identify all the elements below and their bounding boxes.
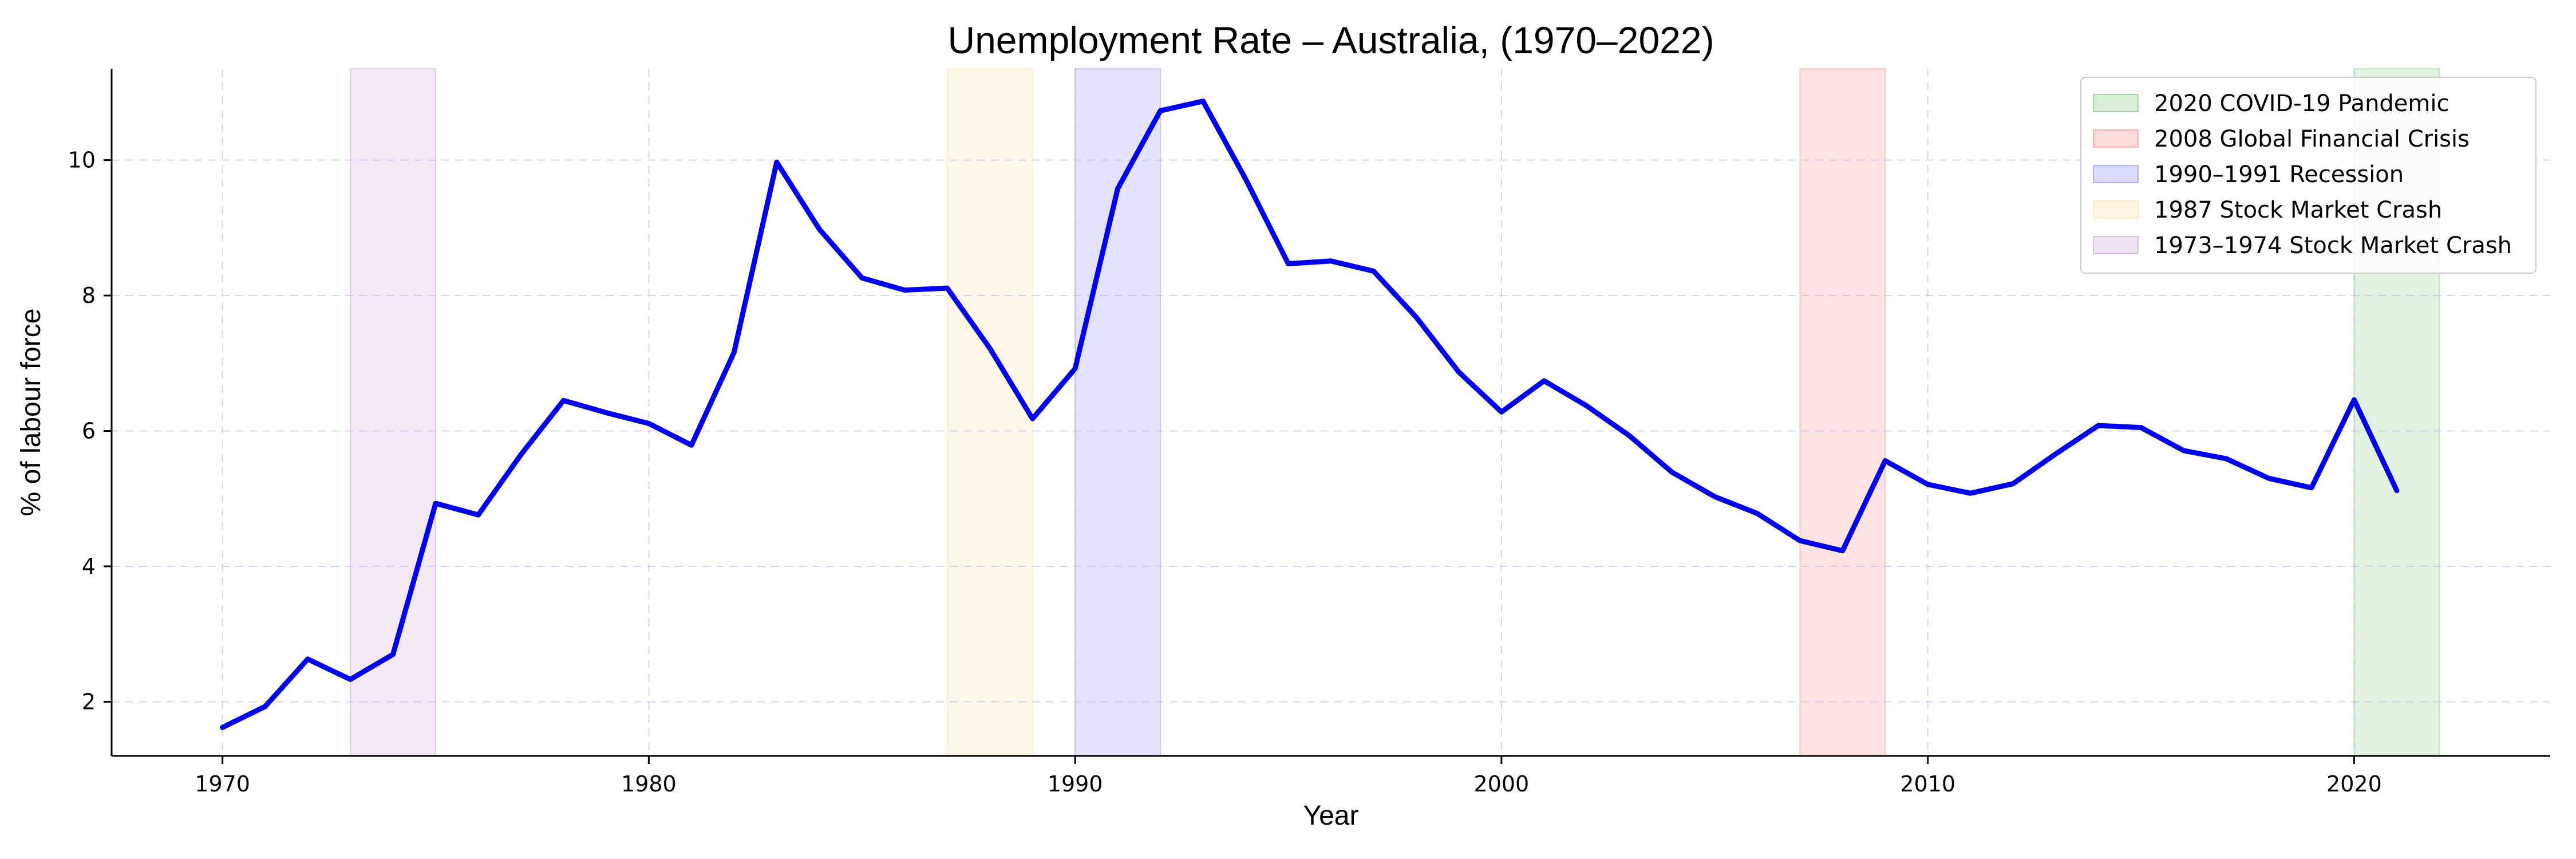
legend-swatch-4: [2093, 236, 2139, 254]
legend-label-3: 1987 Stock Market Crash: [2154, 197, 2442, 223]
data-point: [1371, 269, 1376, 273]
data-point: [1414, 315, 1419, 320]
gridlines: [112, 69, 2550, 756]
y-tick-label: 4: [82, 554, 96, 579]
data-point: [1926, 482, 1930, 487]
legend-label-2: 1990–1991 Recession: [2154, 161, 2404, 188]
legend-swatch-1: [2093, 129, 2139, 148]
data-point: [860, 275, 864, 280]
data-point: [1329, 259, 1333, 263]
data-point: [945, 286, 950, 290]
data-point: [2352, 397, 2356, 402]
series-line-0: [220, 98, 2400, 730]
axes: [110, 69, 2550, 757]
data-point: [817, 227, 821, 231]
data-point: [433, 501, 438, 506]
tick-marks: 1970 1980 1990 2000 2010 2020 2 4 6 8 10: [68, 148, 2382, 797]
data-point: [1968, 491, 1973, 495]
x-tick-label: 1970: [195, 771, 250, 797]
data-point: [1286, 261, 1291, 266]
data-point: [220, 725, 225, 730]
data-point: [1456, 370, 1461, 375]
data-point: [732, 350, 736, 354]
y-tick-label: 8: [82, 283, 96, 308]
x-tick-label: 2020: [2326, 771, 2382, 797]
data-point: [1073, 367, 1077, 371]
legend-label-1: 2008 Global Financial Crisis: [2154, 126, 2470, 152]
data-point: [1797, 538, 1802, 543]
data-point: [476, 513, 480, 517]
data-point: [1670, 470, 1674, 475]
data-point: [2096, 423, 2101, 428]
shaded-period-1: [1799, 68, 1886, 756]
legend: 2020 COVID-19 Pandemic 2008 Global Financ…: [2080, 77, 2537, 274]
shaded-period-3: [946, 68, 1033, 756]
data-point: [2395, 488, 2399, 493]
data-point: [2309, 486, 2314, 490]
data-point: [604, 411, 609, 415]
data-point: [1755, 511, 1760, 516]
x-axis-label: Year: [1303, 801, 1359, 831]
data-point: [2053, 452, 2058, 456]
data-point: [391, 652, 396, 657]
legend-swatch-3: [2093, 200, 2139, 219]
chart-title: Unemployment Rate – Australia, (1970–202…: [947, 19, 1714, 61]
data-point: [2011, 482, 2016, 486]
data-point: [519, 452, 523, 457]
data-point: [2182, 448, 2186, 453]
y-tick-label: 2: [82, 689, 96, 714]
x-tick-label: 2000: [1474, 771, 1530, 797]
data-point: [1585, 404, 1589, 408]
data-point: [1201, 99, 1206, 104]
data-point: [689, 443, 694, 447]
shaded-period-2: [1074, 68, 1161, 756]
data-point: [1030, 416, 1035, 421]
legend-label-0: 2020 COVID-19 Pandemic: [2154, 90, 2449, 117]
data-point: [1243, 177, 1248, 182]
shaded-periods: [350, 68, 2440, 756]
data-point: [263, 704, 267, 709]
data-point: [1840, 549, 1845, 553]
legend-swatch-0: [2093, 94, 2139, 112]
legend-label-4: 1973–1974 Stock Market Crash: [2154, 233, 2512, 259]
data-point: [1712, 494, 1717, 499]
data-point: [1499, 409, 1504, 414]
series-lines: [220, 98, 2400, 730]
data-point: [1627, 434, 1631, 438]
data-point: [2224, 456, 2229, 461]
data-point: [1116, 186, 1120, 191]
data-point: [646, 421, 651, 426]
data-point: [902, 288, 907, 293]
data-point: [306, 657, 310, 661]
data-point: [561, 398, 566, 403]
x-tick-label: 2010: [1900, 771, 1955, 797]
data-point: [348, 677, 353, 681]
data-point: [1542, 379, 1546, 383]
data-point: [2266, 476, 2271, 480]
x-tick-label: 1980: [621, 771, 677, 797]
y-tick-label: 10: [68, 148, 96, 173]
data-point: [775, 160, 779, 164]
data-point: [2139, 425, 2143, 430]
x-tick-label: 1990: [1048, 771, 1103, 797]
shaded-period-4: [350, 68, 437, 756]
data-point: [1883, 459, 1887, 463]
legend-swatch-2: [2093, 165, 2139, 183]
data-point: [1158, 108, 1163, 113]
legend-box: [2080, 77, 2537, 274]
data-point: [987, 346, 992, 350]
y-tick-label: 6: [82, 419, 96, 444]
y-axis-label: % of labour force: [16, 309, 46, 517]
